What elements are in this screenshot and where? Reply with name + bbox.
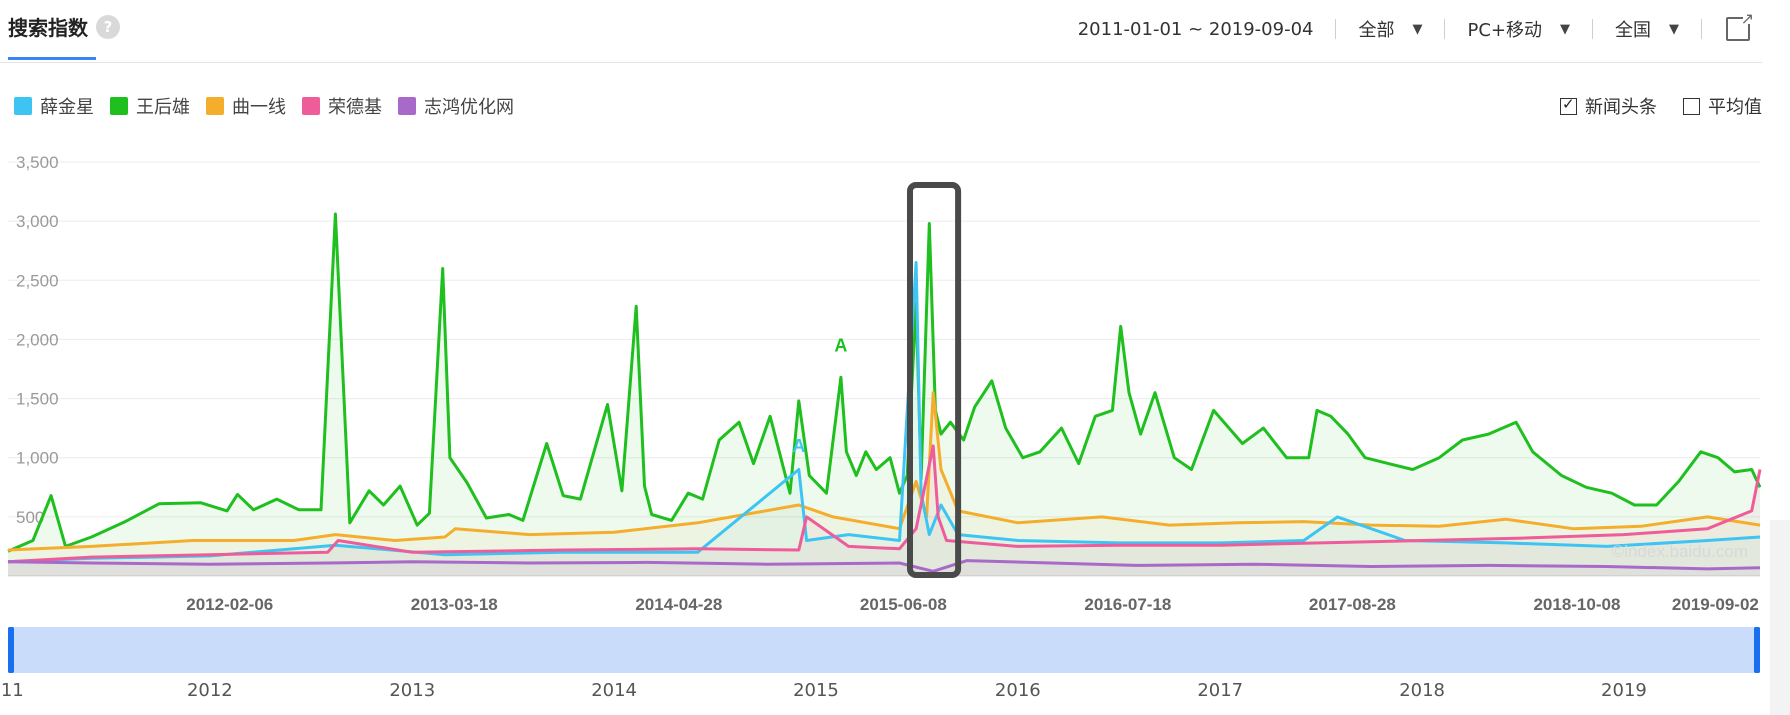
title-wrap: 搜索指数 ? [8, 12, 120, 41]
header-divider [0, 62, 1762, 63]
y-tick-label: 3,000 [16, 212, 59, 231]
y-tick-label: 1,500 [16, 390, 59, 409]
legend-swatch [110, 97, 128, 115]
legend-label: 曲一线 [232, 97, 286, 118]
time-range-navigator[interactable] [8, 627, 1760, 673]
active-tab-indicator [8, 57, 96, 60]
legend-swatch [14, 97, 32, 115]
news-headline-toggle[interactable]: 新闻头条 [1560, 93, 1657, 119]
region-dropdown-label: 全国 [1615, 20, 1651, 41]
checkbox-unchecked[interactable] [1683, 97, 1700, 115]
header: 搜索指数 ? 2011-01-01 ~ 2019-09-04 全部 ▼ PC+移… [0, 0, 1790, 64]
legend-label: 薛金星 [40, 97, 94, 118]
device-dropdown-label: PC+移动 [1467, 20, 1542, 41]
device-dropdown[interactable]: PC+移动 ▼ [1467, 16, 1570, 42]
x-tick-label: 2016-07-18 [1084, 595, 1171, 610]
series-area [8, 214, 1760, 576]
navigator-year-axis: 011 2012 2013 2014 2015 2016 2017 2018 2019 [0, 680, 1790, 710]
navigator-year-label: 2018 [1399, 680, 1445, 701]
x-axis: 2012-02-06 2013-03-18 2014-04-28 2015-06-08… [186, 595, 1759, 610]
series-line [7, 212, 1762, 553]
news-annotation-marker: A [792, 436, 805, 456]
divider [1592, 19, 1593, 39]
watermark: ©index.baidu.com [1612, 542, 1748, 561]
x-tick-label: 2017-08-28 [1309, 595, 1396, 610]
navigator-year-label: 2013 [389, 680, 436, 701]
chart-legend: 薛金星 王后雄 曲一线 荣德基 志鸿优化网 [14, 93, 530, 119]
navigator-left-handle[interactable] [8, 627, 14, 673]
filter-bar: 2011-01-01 ~ 2019-09-04 全部 ▼ PC+移动 ▼ 全国 … [1077, 9, 1754, 42]
legend-item-wanghouxiong[interactable]: 王后雄 [110, 93, 190, 119]
annotations: AA [792, 335, 847, 456]
news-headline-label: 新闻头条 [1585, 97, 1657, 118]
scrollbar-track[interactable] [1770, 520, 1790, 715]
news-annotation-marker: A [834, 335, 847, 355]
x-tick-label: 2014-04-28 [635, 595, 722, 610]
highlight-box [906, 182, 962, 578]
navigator-year-label: 2019 [1601, 680, 1647, 701]
legend-item-zhihongyouhuawang[interactable]: 志鸿优化网 [398, 93, 514, 119]
average-label: 平均值 [1708, 97, 1762, 118]
series-line [7, 559, 1761, 573]
legend-item-xuejinxing[interactable]: 薛金星 [14, 93, 94, 119]
series-line [7, 261, 1761, 564]
region-dropdown[interactable]: 全国 ▼ [1615, 16, 1679, 42]
chevron-down-icon: ▼ [1669, 21, 1679, 37]
chevron-down-icon: ▼ [1412, 21, 1423, 37]
y-tick-label: 2,000 [16, 330, 59, 349]
x-tick-label: 2015-06-08 [860, 595, 947, 610]
navigator-year-label: 011 [0, 680, 24, 701]
navigator-year-label: 2012 [186, 680, 233, 701]
legend-swatch [302, 97, 320, 115]
y-tick-label: 1,000 [16, 449, 59, 468]
legend-item-rongdeji[interactable]: 荣德基 [302, 93, 382, 119]
x-tick-label: 2019-09-02 [1672, 595, 1759, 610]
series-area [8, 560, 1760, 576]
share-icon[interactable] [1726, 9, 1754, 41]
source-dropdown[interactable]: 全部 ▼ [1358, 16, 1422, 42]
source-dropdown-label: 全部 [1358, 20, 1395, 41]
grid [8, 161, 1760, 577]
x-tick-label: 2012-02-06 [186, 595, 273, 610]
legend-swatch [206, 97, 224, 115]
series-lines [7, 212, 1762, 573]
navigator-year-label: 2015 [793, 680, 839, 701]
page-title: 搜索指数 [8, 16, 88, 40]
y-tick-label: 2,500 [16, 271, 59, 290]
legend-item-quyixian[interactable]: 曲一线 [206, 93, 286, 119]
y-axis: 500 1,000 1,500 2,000 2,500 3,000 3,500 [16, 153, 59, 527]
legend-label: 志鸿优化网 [424, 97, 514, 118]
navigator-year-label: 2014 [591, 680, 638, 701]
navigator-year-label: 2016 [994, 680, 1041, 701]
search-index-line-chart: 500 1,000 1,500 2,000 2,500 3,000 3,500 2012-0… [7, 153, 1762, 610]
chevron-down-icon: ▼ [1560, 21, 1570, 37]
legend-label: 王后雄 [136, 97, 190, 118]
date-range[interactable]: 2011-01-01 ~ 2019-09-04 [1077, 18, 1314, 40]
checkbox-checked[interactable] [1560, 95, 1577, 115]
divider [1335, 19, 1337, 39]
y-tick-label: 3,500 [16, 153, 59, 172]
divider [1701, 19, 1702, 39]
y-tick-label: 500 [16, 508, 44, 527]
legend-label: 荣德基 [328, 97, 382, 118]
help-icon[interactable]: ? [96, 14, 120, 39]
legend-swatch [398, 97, 416, 115]
divider [1444, 19, 1446, 39]
series-line [7, 444, 1762, 564]
series-areas [8, 214, 1760, 576]
series-area [8, 392, 1760, 576]
x-tick-label: 2013-03-18 [411, 595, 498, 610]
chart-options: 新闻头条 平均值 [1534, 93, 1762, 119]
navigator-year-label: 2017 [1197, 680, 1244, 701]
average-toggle[interactable]: 平均值 [1683, 93, 1762, 119]
navigator-right-handle[interactable] [1754, 627, 1760, 673]
x-tick-label: 2018-10-08 [1533, 595, 1620, 610]
